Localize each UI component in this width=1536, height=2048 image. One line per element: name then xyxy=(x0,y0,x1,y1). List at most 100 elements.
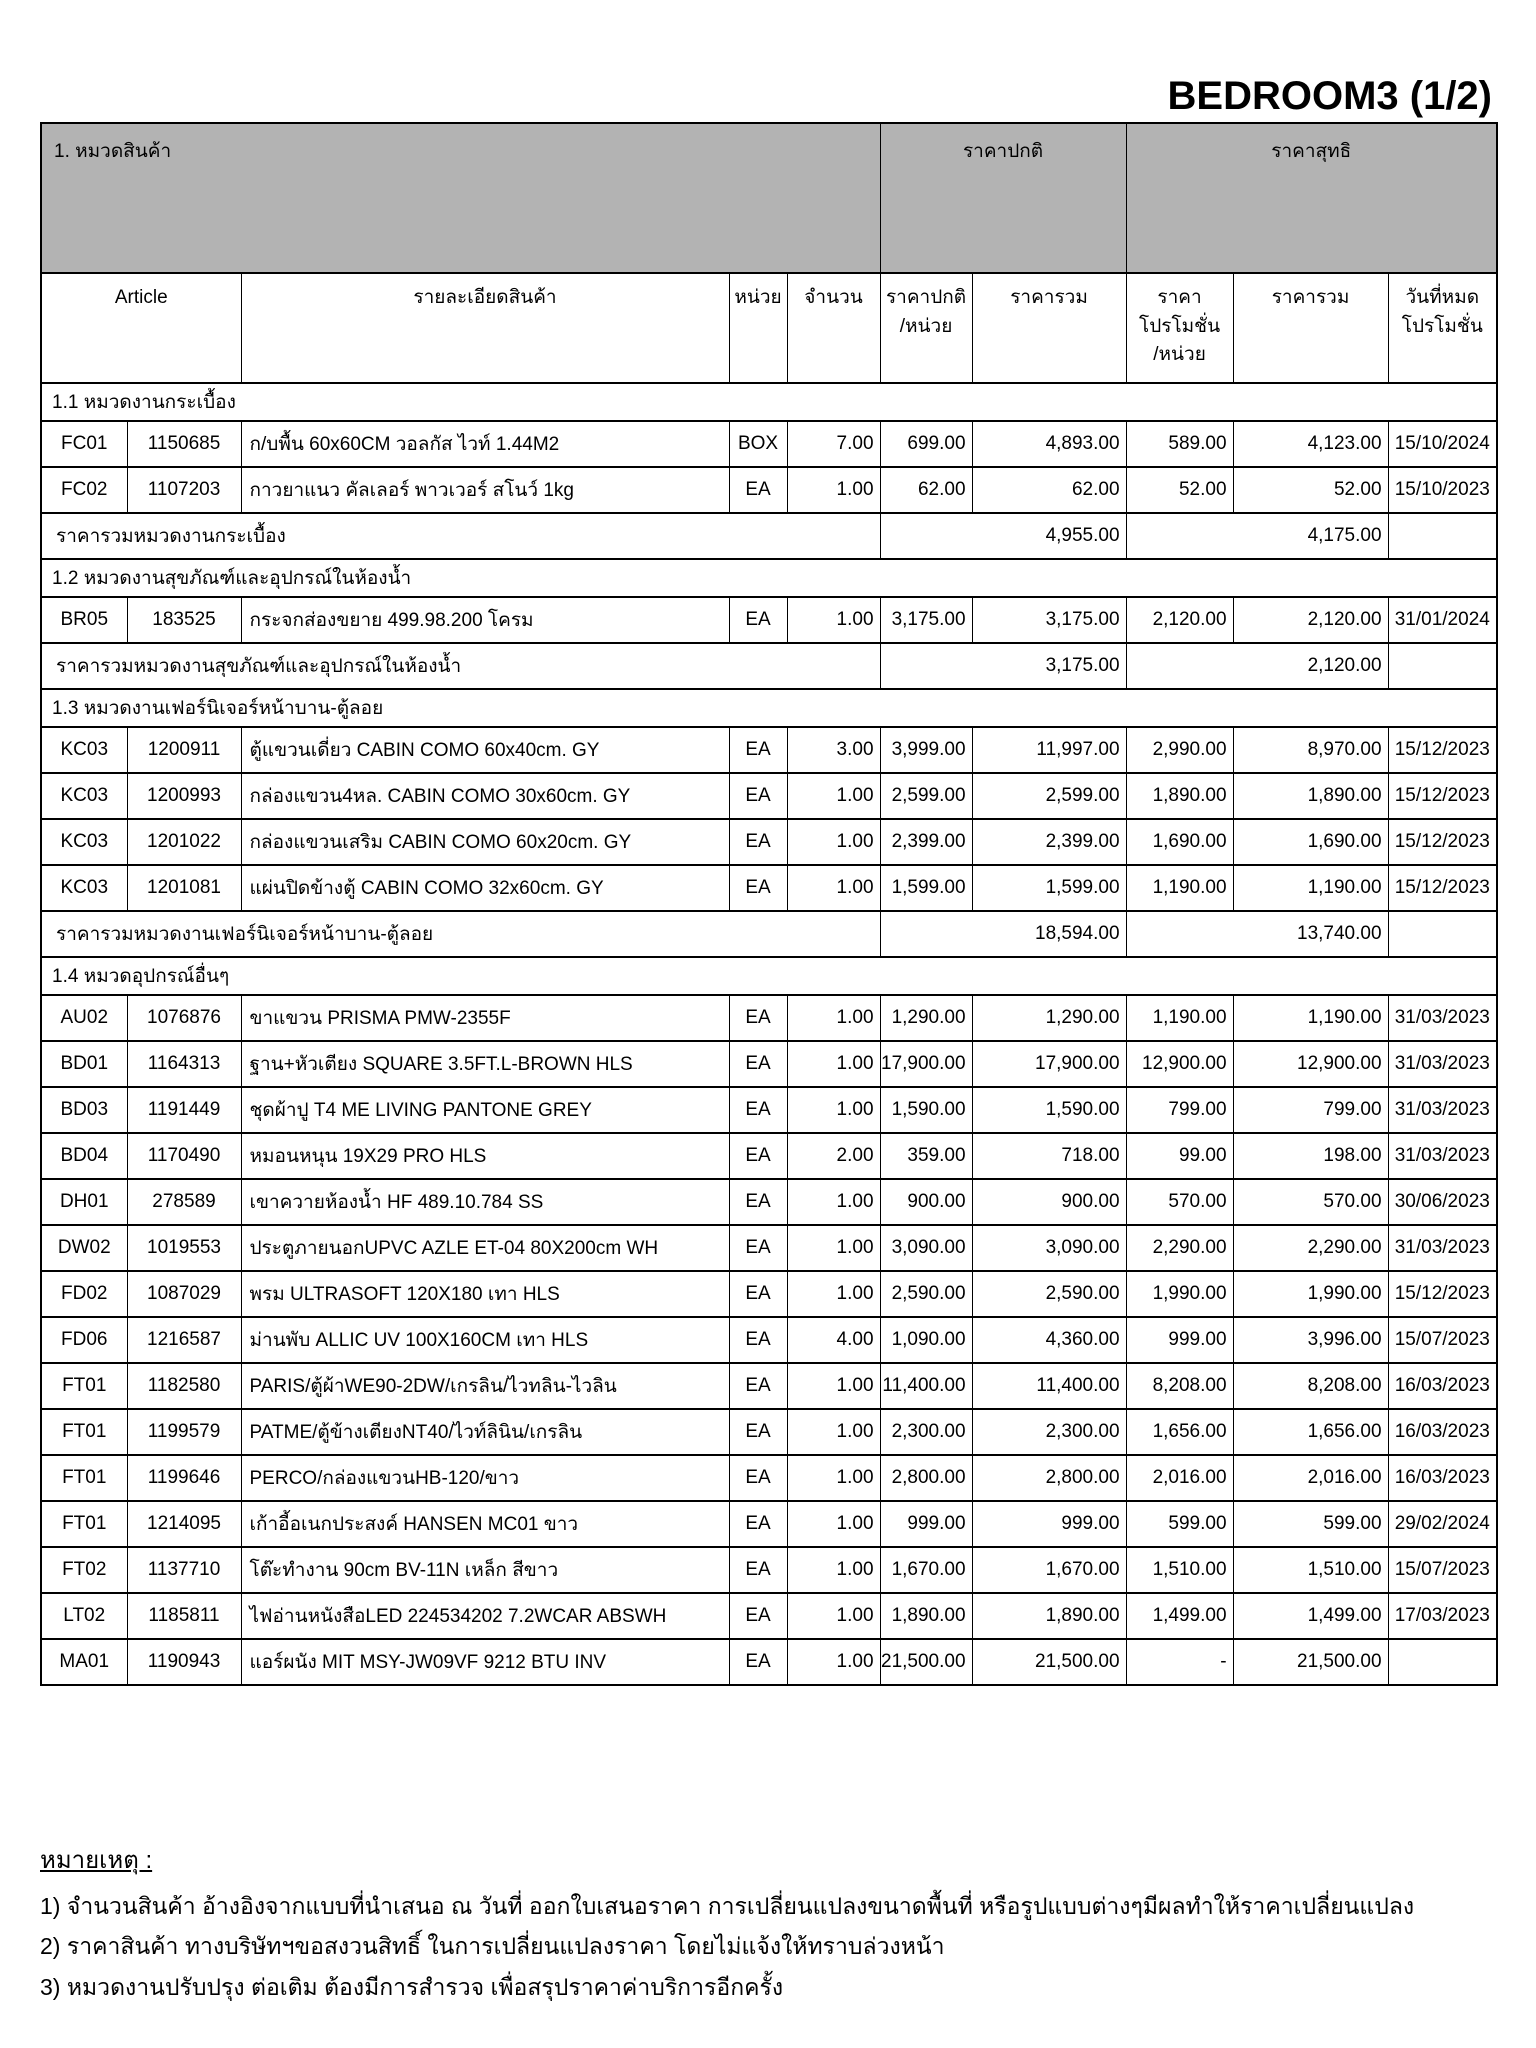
cell-promo-total: 8,208.00 xyxy=(1232,1362,1389,1410)
cell-promo-total: 3,996.00 xyxy=(1232,1316,1389,1364)
cell-article-code: FT01 xyxy=(40,1362,128,1410)
cell-article-code: FD02 xyxy=(40,1270,128,1318)
cell-description: พรม ULTRASOFT 120X180 เทา HLS xyxy=(240,1270,730,1318)
table-row: FT01 1199646 PERCO/กล่องแขวนHB-120/ขาว EA 1.… xyxy=(40,1454,1498,1502)
cell-quantity: 1.00 xyxy=(786,1270,881,1318)
cell-quantity: 1.00 xyxy=(786,772,881,820)
cell-promo-unit-price: 799.00 xyxy=(1125,1086,1234,1134)
cell-article-number: 1201022 xyxy=(126,818,242,866)
cell-promo-total: 1,190.00 xyxy=(1232,864,1389,912)
page-title: BEDROOM3 (1/2) xyxy=(1167,74,1493,118)
cell-description: กล่องแขวน4หล. CABIN COMO 30x60cm. GY xyxy=(240,772,730,820)
section-header-row: 1.1 หมวดงานกระเบื้อง xyxy=(40,382,1498,422)
section-total-net: 2,120.00 xyxy=(1125,642,1389,690)
cell-article-code: LT02 xyxy=(40,1592,128,1640)
cell-quantity: 1.00 xyxy=(786,1224,881,1272)
cell-normal-total: 900.00 xyxy=(971,1178,1127,1226)
table-row: DH01 278589 เขาควายห้องน้ำ HF 489.10.784 S… xyxy=(40,1178,1498,1226)
cell-description: แผ่นปิดข้างตู้ CABIN COMO 32x60cm. GY xyxy=(240,864,730,912)
notes-heading: หมายเหตุ : xyxy=(40,1847,153,1874)
cell-normal-total: 1,890.00 xyxy=(971,1592,1127,1640)
cell-unit: EA xyxy=(728,1454,788,1502)
cell-article-code: KC03 xyxy=(40,772,128,820)
cell-promo-end-date: 15/12/2023 xyxy=(1387,818,1498,866)
cell-normal-total: 3,175.00 xyxy=(971,596,1127,644)
cell-quantity: 1.00 xyxy=(786,818,881,866)
group-header-net-price: ราคาสุทธิ xyxy=(1125,122,1498,274)
table-row: KC03 1201022 กล่องแขวนเสริม CABIN COMO 60x… xyxy=(40,818,1498,866)
cell-promo-end-date: 15/07/2023 xyxy=(1387,1316,1498,1364)
section-total-row: ราคารวมหมวดงานเฟอร์นิเจอร์หน้าบาน-ตู้ลอย… xyxy=(40,910,1498,958)
cell-promo-unit-price: 570.00 xyxy=(1125,1178,1234,1226)
section-header-row: 1.3 หมวดงานเฟอร์นิเจอร์หน้าบาน-ตู้ลอย xyxy=(40,688,1498,728)
section-title: 1.4 หมวดอุปกรณ์อื่นๆ xyxy=(40,956,1498,996)
cell-quantity: 1.00 xyxy=(786,994,881,1042)
table-row: BD01 1164313 ฐาน+หัวเตียง SQUARE 3.5FT.L-B… xyxy=(40,1040,1498,1088)
section-total-net: 13,740.00 xyxy=(1125,910,1389,958)
cell-quantity: 1.00 xyxy=(786,1454,881,1502)
section-total-normal: 3,175.00 xyxy=(879,642,1127,690)
cell-promo-end-date: 29/02/2024 xyxy=(1387,1500,1498,1548)
cell-promo-unit-price: 2,990.00 xyxy=(1125,726,1234,774)
cell-quantity: 1.00 xyxy=(786,864,881,912)
cell-quantity: 1.00 xyxy=(786,1362,881,1410)
group-header-items: 1. หมวดสินค้า xyxy=(40,122,881,274)
cell-article-number: 1199579 xyxy=(126,1408,242,1456)
table-row: AU02 1076876 ขาแขวน PRISMA PMW-2355F EA 1.00… xyxy=(40,994,1498,1042)
cell-article-number: 1200993 xyxy=(126,772,242,820)
table-row: LT02 1185811 ไฟอ่านหนังสือLED 224534202 7.… xyxy=(40,1592,1498,1640)
cell-normal-unit-price: 1,590.00 xyxy=(879,1086,973,1134)
cell-promo-end-date: 30/06/2023 xyxy=(1387,1178,1498,1226)
cell-normal-total: 1,599.00 xyxy=(971,864,1127,912)
cell-normal-unit-price: 21,500.00 xyxy=(879,1638,973,1686)
cell-promo-end-date: 15/12/2023 xyxy=(1387,864,1498,912)
cell-description: ไฟอ่านหนังสือLED 224534202 7.2WCAR ABSWH xyxy=(240,1592,730,1640)
cell-article-number: 1201081 xyxy=(126,864,242,912)
cell-promo-unit-price: 1,690.00 xyxy=(1125,818,1234,866)
cell-normal-total: 2,300.00 xyxy=(971,1408,1127,1456)
cell-promo-end-date: 15/12/2023 xyxy=(1387,772,1498,820)
cell-normal-unit-price: 2,590.00 xyxy=(879,1270,973,1318)
cell-promo-total: 1,510.00 xyxy=(1232,1546,1389,1594)
cell-article-number: 1200911 xyxy=(126,726,242,774)
cell-description: PARIS/ตู้ผ้าWE90-2DW/เกรลิน/ไวทลิน-ไวลิน xyxy=(240,1362,730,1410)
cell-normal-unit-price: 999.00 xyxy=(879,1500,973,1548)
cell-description: เขาควายห้องน้ำ HF 489.10.784 SS xyxy=(240,1178,730,1226)
cell-article-number: 278589 xyxy=(126,1178,242,1226)
cell-unit: EA xyxy=(728,818,788,866)
cell-promo-total: 1,190.00 xyxy=(1232,994,1389,1042)
cell-normal-total: 21,500.00 xyxy=(971,1638,1127,1686)
cell-unit: EA xyxy=(728,1638,788,1686)
section-total-normal: 18,594.00 xyxy=(879,910,1127,958)
cell-article-number: 1216587 xyxy=(126,1316,242,1364)
cell-unit: EA xyxy=(728,1040,788,1088)
cell-normal-total: 2,800.00 xyxy=(971,1454,1127,1502)
cell-article-number: 1199646 xyxy=(126,1454,242,1502)
cell-promo-unit-price: 1,990.00 xyxy=(1125,1270,1234,1318)
cell-unit: EA xyxy=(728,1592,788,1640)
cell-promo-total: 570.00 xyxy=(1232,1178,1389,1226)
cell-promo-unit-price: 999.00 xyxy=(1125,1316,1234,1364)
table-row: FT01 1199579 PATME/ตู้ข้างเตียงNT40/ไวท์ลิ… xyxy=(40,1408,1498,1456)
cell-unit: EA xyxy=(728,1224,788,1272)
cell-description: ฐาน+หัวเตียง SQUARE 3.5FT.L-BROWN HLS xyxy=(240,1040,730,1088)
table-row: BD03 1191449 ชุดผ้าปู T4 ME LIVING PANTONE… xyxy=(40,1086,1498,1134)
cell-article-code: MA01 xyxy=(40,1638,128,1686)
cell-article-code: FT02 xyxy=(40,1546,128,1594)
cell-article-code: KC03 xyxy=(40,818,128,866)
cell-promo-total: 2,016.00 xyxy=(1232,1454,1389,1502)
cell-promo-end-date: 15/07/2023 xyxy=(1387,1546,1498,1594)
cell-normal-total: 3,090.00 xyxy=(971,1224,1127,1272)
cell-normal-total: 17,900.00 xyxy=(971,1040,1127,1088)
section-header-row: 1.2 หมวดงานสุขภัณฑ์และอุปกรณ์ในห้องน้ำ xyxy=(40,558,1498,598)
cell-description: ประตูภายนอกUPVC AZLE ET-04 80X200cm WH xyxy=(240,1224,730,1272)
cell-article-number: 1170490 xyxy=(126,1132,242,1180)
cell-promo-unit-price: 1,510.00 xyxy=(1125,1546,1234,1594)
cell-quantity: 1.00 xyxy=(786,1500,881,1548)
cell-unit: EA xyxy=(728,726,788,774)
note-line: 2) ราคาสินค้า ทางบริษัทฯขอสงวนสิทธิ์ ในก… xyxy=(40,1933,945,1960)
cell-article-number: 1137710 xyxy=(126,1546,242,1594)
cell-unit: EA xyxy=(728,994,788,1042)
cell-promo-unit-price: 599.00 xyxy=(1125,1500,1234,1548)
table-row: DW02 1019553 ประตูภายนอกUPVC AZLE ET-04 80… xyxy=(40,1224,1498,1272)
